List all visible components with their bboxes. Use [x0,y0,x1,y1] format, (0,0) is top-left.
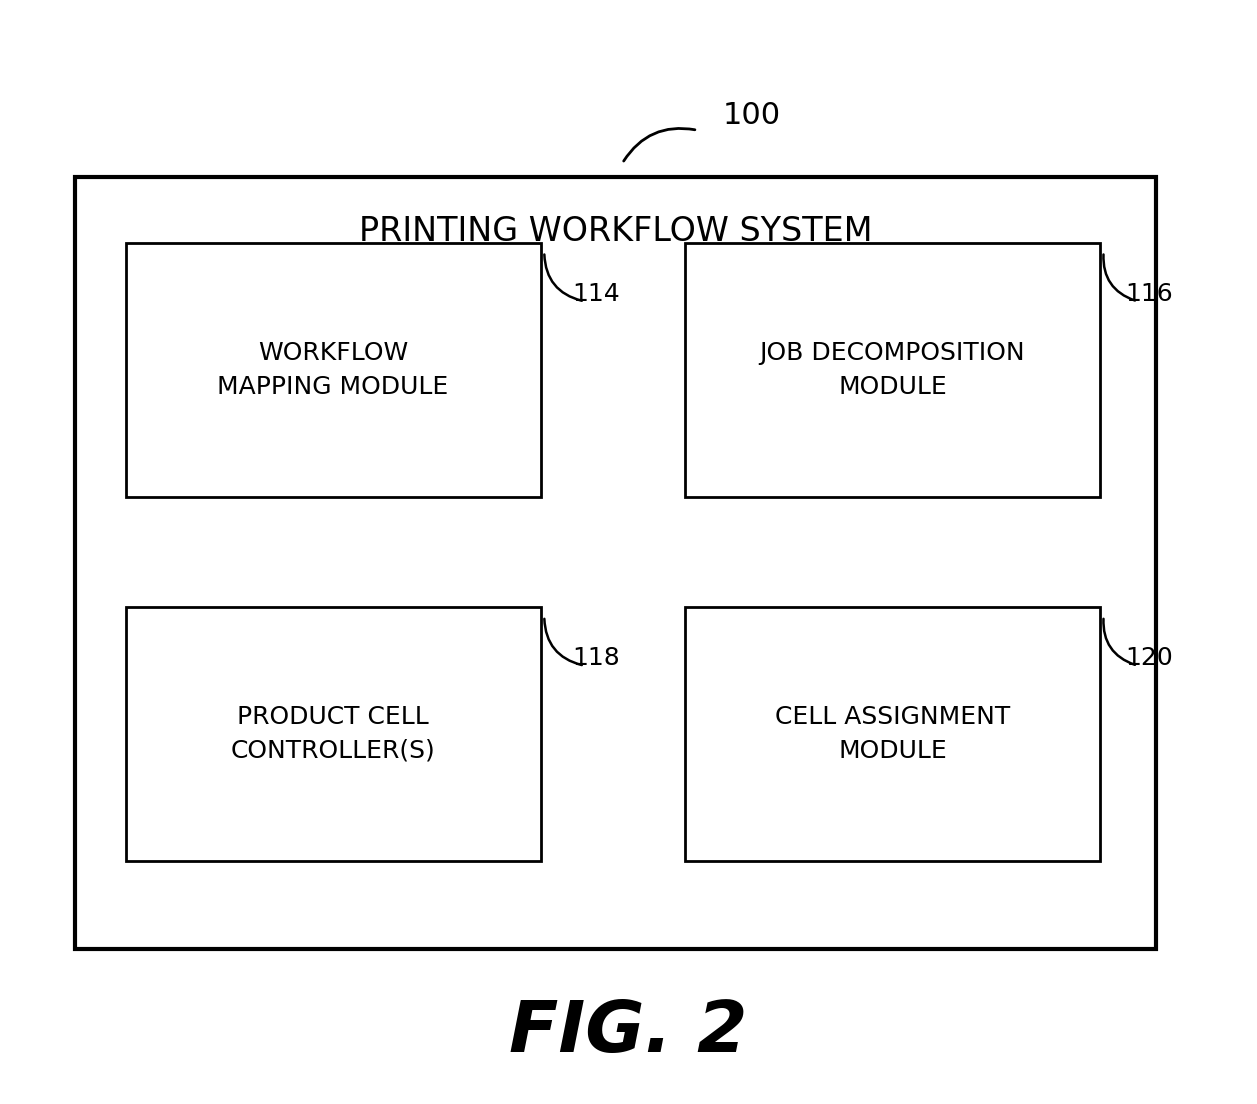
Text: PRINTING WORKFLOW SYSTEM: PRINTING WORKFLOW SYSTEM [360,215,872,248]
Text: CELL ASSIGNMENT
MODULE: CELL ASSIGNMENT MODULE [774,705,1011,763]
Text: WORKFLOW
MAPPING MODULE: WORKFLOW MAPPING MODULE [217,341,449,399]
Text: PRODUCT CELL
CONTROLLER(S): PRODUCT CELL CONTROLLER(S) [231,705,435,763]
Text: 116: 116 [1125,282,1173,306]
Text: 120: 120 [1125,646,1173,670]
Bar [685,243,1100,497]
Bar [75,177,1156,949]
Bar [126,607,541,861]
Text: JOB DECOMPOSITION
MODULE: JOB DECOMPOSITION MODULE [759,341,1026,399]
Bar [685,607,1100,861]
Text: FIG. 2: FIG. 2 [509,998,748,1066]
Text: 114: 114 [572,282,620,306]
Text: 100: 100 [723,102,781,130]
Bar [126,243,541,497]
Text: 118: 118 [572,646,620,670]
